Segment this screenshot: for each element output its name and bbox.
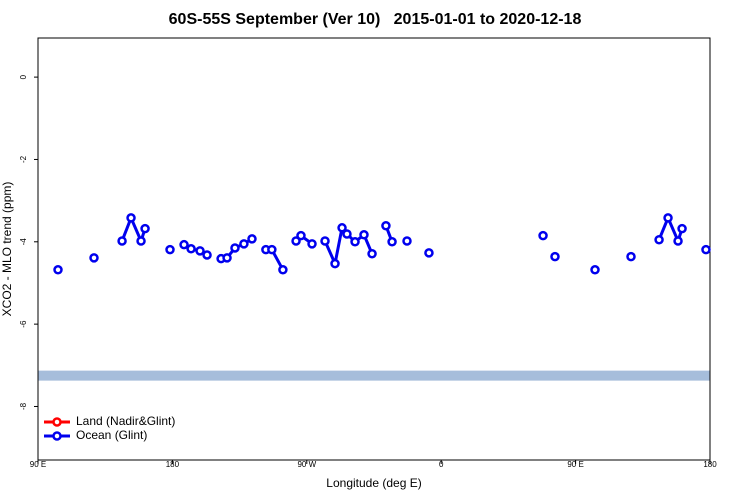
y-tick-label: -2 bbox=[19, 155, 28, 163]
data-point bbox=[350, 237, 360, 247]
data-point bbox=[267, 244, 277, 255]
chart-title: 60S-55S September (Ver 10) 2015-01-01 to… bbox=[169, 11, 582, 28]
data-point bbox=[278, 265, 288, 275]
legend-marker bbox=[52, 431, 62, 441]
data-point bbox=[337, 223, 347, 233]
data-point bbox=[654, 234, 664, 245]
data-point bbox=[186, 244, 196, 254]
data-point bbox=[117, 236, 127, 246]
x-tick-label: 0 bbox=[439, 460, 444, 469]
data-point bbox=[89, 253, 99, 263]
data-point bbox=[247, 234, 257, 244]
data-point bbox=[330, 258, 340, 269]
legend-label: Land (Nadir&Glint) bbox=[76, 414, 175, 428]
x-tick-label: 90 W bbox=[297, 460, 316, 469]
data-point bbox=[202, 250, 212, 260]
data-point bbox=[387, 237, 397, 247]
data-point bbox=[550, 251, 560, 262]
data-point bbox=[626, 251, 636, 262]
data-point bbox=[677, 223, 687, 234]
data-point bbox=[320, 236, 330, 246]
y-axis-label: XCO2 - MLO trend (ppm) bbox=[0, 182, 14, 317]
data-point bbox=[126, 213, 136, 223]
plot-frame bbox=[37, 37, 711, 461]
data-point bbox=[179, 239, 189, 250]
data-point bbox=[239, 239, 249, 249]
x-tick-label: 180 bbox=[166, 460, 180, 469]
data-point bbox=[342, 229, 352, 239]
data-point bbox=[136, 236, 146, 246]
data-point bbox=[53, 265, 63, 275]
y-tick-label: -4 bbox=[19, 238, 28, 246]
data-point bbox=[673, 236, 683, 246]
data-point bbox=[402, 236, 412, 246]
x-tick-label: 180 bbox=[703, 460, 717, 469]
legend-label: Ocean (Glint) bbox=[76, 428, 147, 442]
x-tick-label: 90 E bbox=[567, 460, 583, 469]
data-point bbox=[230, 243, 240, 253]
data-point bbox=[307, 239, 317, 249]
data-point bbox=[663, 213, 673, 223]
data-point bbox=[381, 220, 391, 231]
x-tick-label: 90 E bbox=[30, 460, 46, 469]
data-point bbox=[165, 244, 175, 255]
data-point bbox=[222, 253, 232, 263]
data-point bbox=[359, 230, 369, 240]
y-tick-label: 0 bbox=[19, 74, 28, 79]
data-point bbox=[538, 230, 548, 241]
data-point bbox=[367, 248, 377, 259]
series-line bbox=[122, 218, 706, 270]
data-point bbox=[140, 223, 150, 234]
data-point bbox=[291, 236, 301, 246]
data-point bbox=[424, 248, 434, 258]
y-tick-label: -6 bbox=[19, 320, 28, 328]
data-point bbox=[195, 246, 205, 256]
data-point bbox=[296, 230, 306, 241]
x-axis-label: Longitude (deg E) bbox=[326, 476, 421, 490]
y-tick-label: -8 bbox=[19, 402, 28, 410]
data-point bbox=[590, 265, 600, 275]
data-point bbox=[701, 244, 711, 255]
legend-marker bbox=[52, 417, 62, 427]
